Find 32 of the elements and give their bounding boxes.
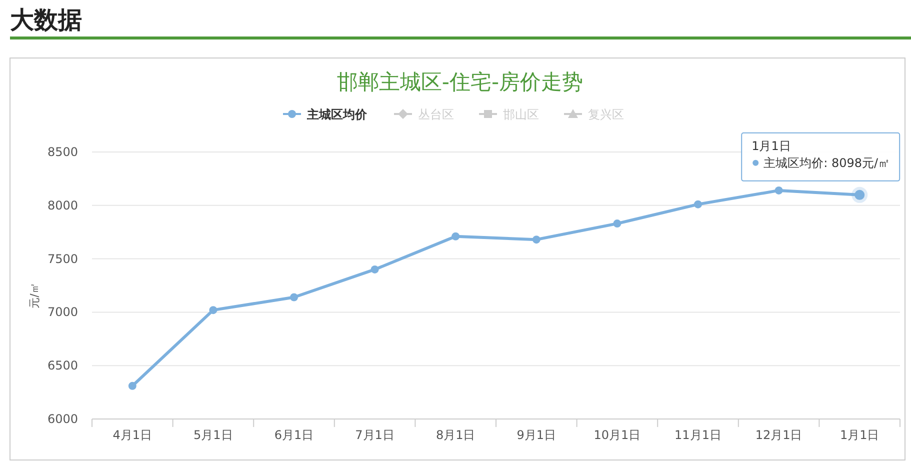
x-tick-label: 11月1日 <box>674 428 722 442</box>
point <box>694 200 702 208</box>
point <box>452 232 460 240</box>
heading: 大数据 <box>10 6 82 34</box>
point <box>370 265 379 274</box>
x-tick-label: 4月1日 <box>112 428 152 442</box>
x-tick-label: 6月1日 <box>274 428 314 442</box>
point <box>532 236 540 244</box>
y-tick-label: 8000 <box>47 198 78 212</box>
chart-title: 邯郸主城区-住宅-房价走势 <box>336 70 584 94</box>
point <box>128 382 136 390</box>
y-tick-label: 7500 <box>47 252 78 266</box>
y-tick-label: 6500 <box>47 358 78 373</box>
x-tick-label: 7月1日 <box>355 428 394 442</box>
annotation: 1月1日 <box>752 138 791 153</box>
x-tick-label: 5月1日 <box>194 428 233 442</box>
point <box>774 186 783 194</box>
x-tick-label: 10月1日 <box>594 428 641 442</box>
point <box>209 306 218 314</box>
tooltip: 1月1日 主城区均价: 8098元/㎡ <box>741 132 900 182</box>
x-tick-label: 8月1日 <box>436 428 476 442</box>
point <box>613 220 622 228</box>
x-tick-label: 12月1日 <box>755 428 802 442</box>
x-tick-label: 1月1日 <box>840 428 880 442</box>
y-axis-title: 元/㎡ <box>28 282 41 308</box>
annotation: 主城区均价: 8098元/㎡ <box>764 156 890 170</box>
y-tick-label: 7000 <box>47 305 78 320</box>
x-tick-label: 9月1日 <box>516 428 556 442</box>
y-tick-label: 8500 <box>47 145 78 159</box>
legend-label: 主城区均价 <box>306 108 368 122</box>
point <box>290 293 298 302</box>
y-tick-label: 6000 <box>47 412 78 426</box>
